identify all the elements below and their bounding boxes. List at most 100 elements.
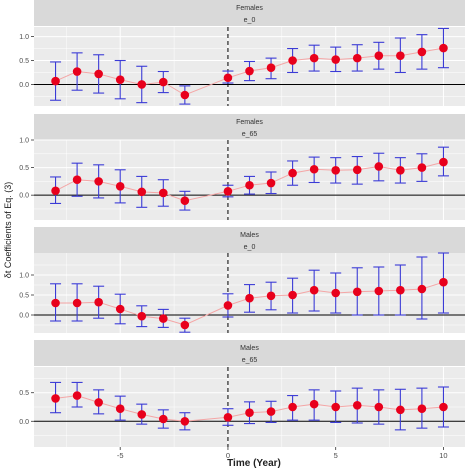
- coefficient-point: [309, 399, 319, 409]
- coefficient-point: [439, 157, 448, 167]
- facet-strip-label-bottom: e_0: [244, 17, 256, 24]
- coefficient-point: [309, 285, 319, 295]
- coefficient-point: [309, 53, 319, 63]
- coefficient-point: [115, 304, 125, 314]
- coefficient-point: [374, 402, 384, 412]
- facet-panel-4: Males e_65 0.0 0.5: [19, 340, 465, 447]
- coefficient-point: [159, 314, 168, 323]
- coefficient-point: [94, 297, 103, 307]
- y-tick-label: 0.0: [19, 193, 29, 200]
- coefficient-point: [180, 320, 190, 330]
- y-tick-label: 1.0: [19, 138, 29, 145]
- coefficient-point: [331, 402, 341, 412]
- coefficient-point: [245, 66, 254, 76]
- facet-strip: [34, 340, 465, 366]
- coefficient-point: [396, 166, 405, 175]
- coefficient-point: [396, 285, 405, 295]
- x-tick-label: 0: [226, 451, 230, 460]
- coefficient-point: [374, 51, 384, 61]
- y-tick-label: 0.5: [19, 390, 29, 397]
- x-tick-label: 10: [439, 451, 447, 460]
- coefficient-point: [51, 298, 60, 308]
- coefficient-point: [374, 162, 384, 171]
- coefficient-point: [331, 288, 341, 298]
- coefficient-point: [374, 286, 384, 296]
- x-axis-ticks: -5 0 5 10: [117, 447, 448, 460]
- coefficient-point: [331, 166, 341, 175]
- coefficient-point: [159, 188, 168, 198]
- coefficient-point: [223, 412, 233, 422]
- x-tick-label: -5: [117, 451, 124, 460]
- coefficient-point: [51, 394, 60, 403]
- coefficient-point: [417, 284, 427, 294]
- coefficient-point: [94, 398, 103, 407]
- coefficient-point: [245, 180, 254, 190]
- facet-panels: Femalese_00.00.51.0Femalese_650.00.51.0M…: [19, 0, 465, 447]
- coefficient-point: [72, 67, 82, 76]
- facet-strip-label-bottom: e_65: [242, 131, 258, 138]
- facet-strip: [34, 114, 465, 140]
- coefficient-point: [309, 164, 319, 174]
- coefficient-point: [288, 56, 297, 65]
- coefficient-point: [352, 287, 362, 297]
- coefficient-point: [51, 186, 60, 196]
- y-tick-label: 0.0: [19, 313, 29, 320]
- y-tick-label: 1.0: [19, 273, 29, 280]
- coefficient-point: [417, 163, 427, 172]
- coefficient-point: [94, 69, 103, 79]
- facet-strip-label-bottom: e_0: [244, 244, 256, 251]
- facet-strip-label-bottom: e_65: [242, 357, 258, 364]
- coefficient-point: [417, 47, 427, 57]
- coefficient-point: [417, 404, 427, 414]
- facet-strip-label-top: Females: [236, 5, 263, 12]
- coefficient-point: [137, 311, 147, 321]
- coefficient-point: [352, 165, 362, 175]
- coefficient-point: [331, 55, 341, 64]
- coefficient-point: [159, 77, 168, 87]
- coefficient-point: [115, 182, 125, 191]
- coefficient-point: [180, 90, 190, 100]
- y-tick-label: 0.5: [19, 165, 29, 172]
- y-tick-label: 0.5: [19, 293, 29, 300]
- coefficient-point: [94, 177, 103, 186]
- coefficient-point: [266, 407, 276, 416]
- x-tick-label: 5: [334, 451, 338, 460]
- facet-panel-3: Males e_0 0.0 0.5 1.0: [19, 227, 465, 333]
- coefficient-point: [137, 410, 147, 419]
- coefficient-point: [396, 51, 405, 61]
- coefficient-point: [439, 277, 448, 287]
- coefficient-point: [51, 76, 60, 86]
- coefficient-point: [439, 43, 448, 53]
- facet-strip-label-top: Males: [240, 345, 259, 352]
- coefficient-point: [137, 80, 147, 89]
- y-tick-label: 1.0: [19, 34, 29, 41]
- coefficient-point: [159, 414, 168, 424]
- facet-strip-label-top: Males: [240, 232, 259, 239]
- facet-panel-2: Females e_65 0.0 0.5 1.0: [19, 114, 465, 220]
- coefficient-point: [180, 416, 190, 426]
- coefficient-point: [352, 53, 362, 63]
- coefficient-point: [223, 73, 233, 83]
- coefficient-point: [288, 402, 297, 412]
- coefficient-point: [115, 75, 125, 84]
- x-axis-label: Time (Year): [227, 458, 281, 469]
- y-tick-label: 0.5: [19, 58, 29, 65]
- coefficient-point: [266, 178, 276, 188]
- coefficient-point: [137, 187, 147, 197]
- coefficient-point: [288, 168, 297, 178]
- coefficient-point: [396, 405, 405, 415]
- facet-panel-1: Females e_0 0.0 0.5 1.0: [19, 0, 465, 106]
- coefficient-point: [72, 175, 82, 185]
- coefficient-point: [266, 291, 276, 301]
- coefficient-point: [245, 293, 254, 303]
- coefficient-point: [352, 400, 362, 410]
- coefficient-point: [223, 187, 233, 196]
- coefficient-point: [288, 290, 297, 300]
- coefficient-point: [439, 402, 448, 412]
- y-tick-label: 0.0: [19, 82, 29, 89]
- coefficient-point: [180, 196, 190, 205]
- facet-strip: [34, 0, 465, 26]
- coefficient-point: [115, 404, 125, 414]
- coefficient-point: [245, 408, 254, 418]
